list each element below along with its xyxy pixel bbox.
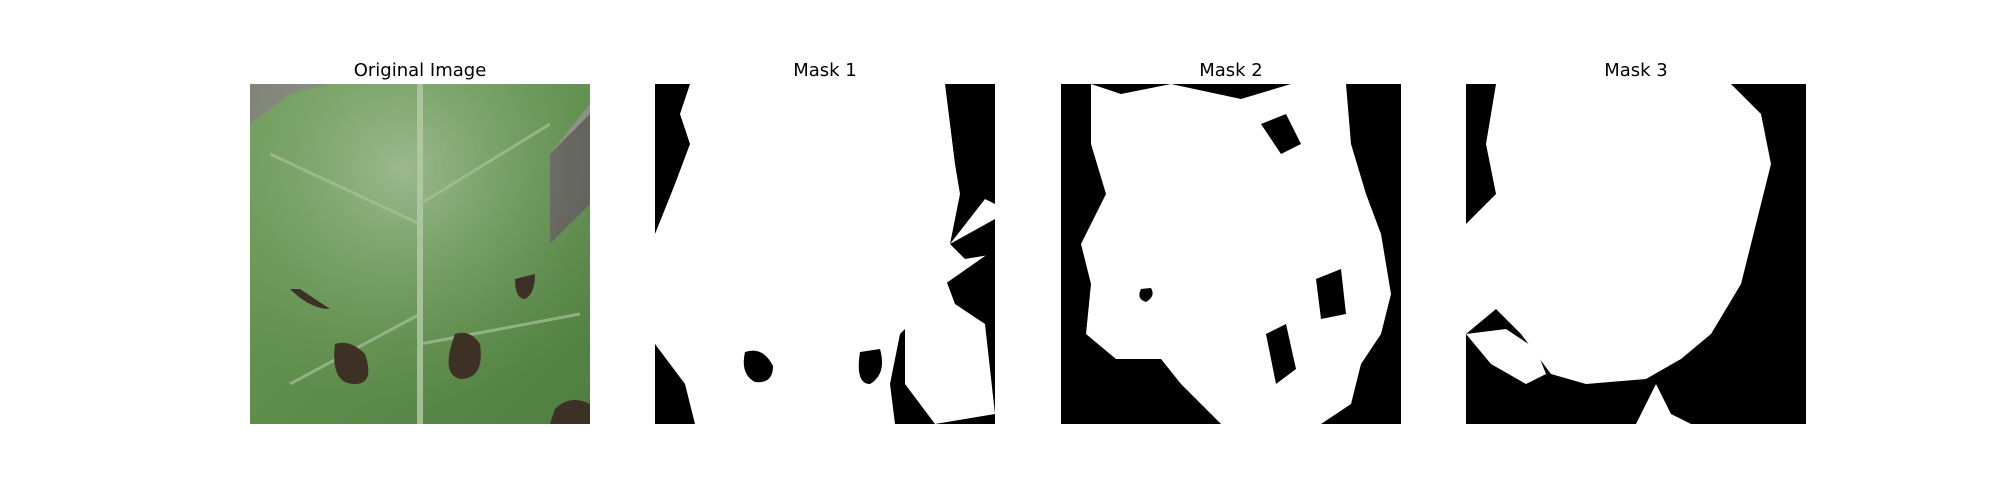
mask-hole	[1266, 324, 1296, 384]
panel-title-mask-2: Mask 2	[1199, 60, 1263, 81]
original-leaf-image	[250, 84, 590, 424]
side-vein-left	[269, 152, 421, 226]
mask-2-panel: Mask 2	[1061, 60, 1401, 430]
original-image-panel: Original Image	[250, 60, 590, 430]
panel-title-mask-3-label: Mask 3	[1604, 60, 1668, 81]
mask-hole	[1261, 114, 1301, 154]
mask-hole	[858, 349, 883, 384]
leaf-hole	[334, 342, 369, 384]
mask-hole	[1139, 288, 1153, 302]
mask-hole	[950, 219, 995, 259]
side-vein-right	[419, 122, 551, 206]
mask-foreground	[1466, 84, 1771, 384]
mask-3-panel: Mask 2 Mask 3	[1466, 60, 1806, 430]
mask-1-image	[655, 84, 995, 424]
mask-hole	[743, 350, 773, 383]
mask-2-image	[1061, 84, 1401, 424]
leaf-hole	[550, 400, 590, 424]
mask-foreground	[1636, 384, 1691, 424]
leaf-hole	[290, 289, 330, 309]
mask-1-panel: Mask 1	[655, 60, 995, 430]
mask-foreground	[1081, 84, 1391, 424]
panel-title-original-image: Original Image	[353, 60, 487, 81]
panel-title-mask-1: Mask 1	[793, 60, 857, 81]
mask-foreground	[905, 264, 995, 424]
leaf-hole	[448, 332, 481, 379]
side-vein-lower-right	[419, 312, 581, 346]
leaf-hole	[515, 274, 535, 299]
mask-foreground	[1466, 329, 1546, 384]
mask-foreground	[655, 84, 995, 424]
mask-hole	[1316, 269, 1346, 319]
mask-3-image	[1466, 84, 1806, 424]
